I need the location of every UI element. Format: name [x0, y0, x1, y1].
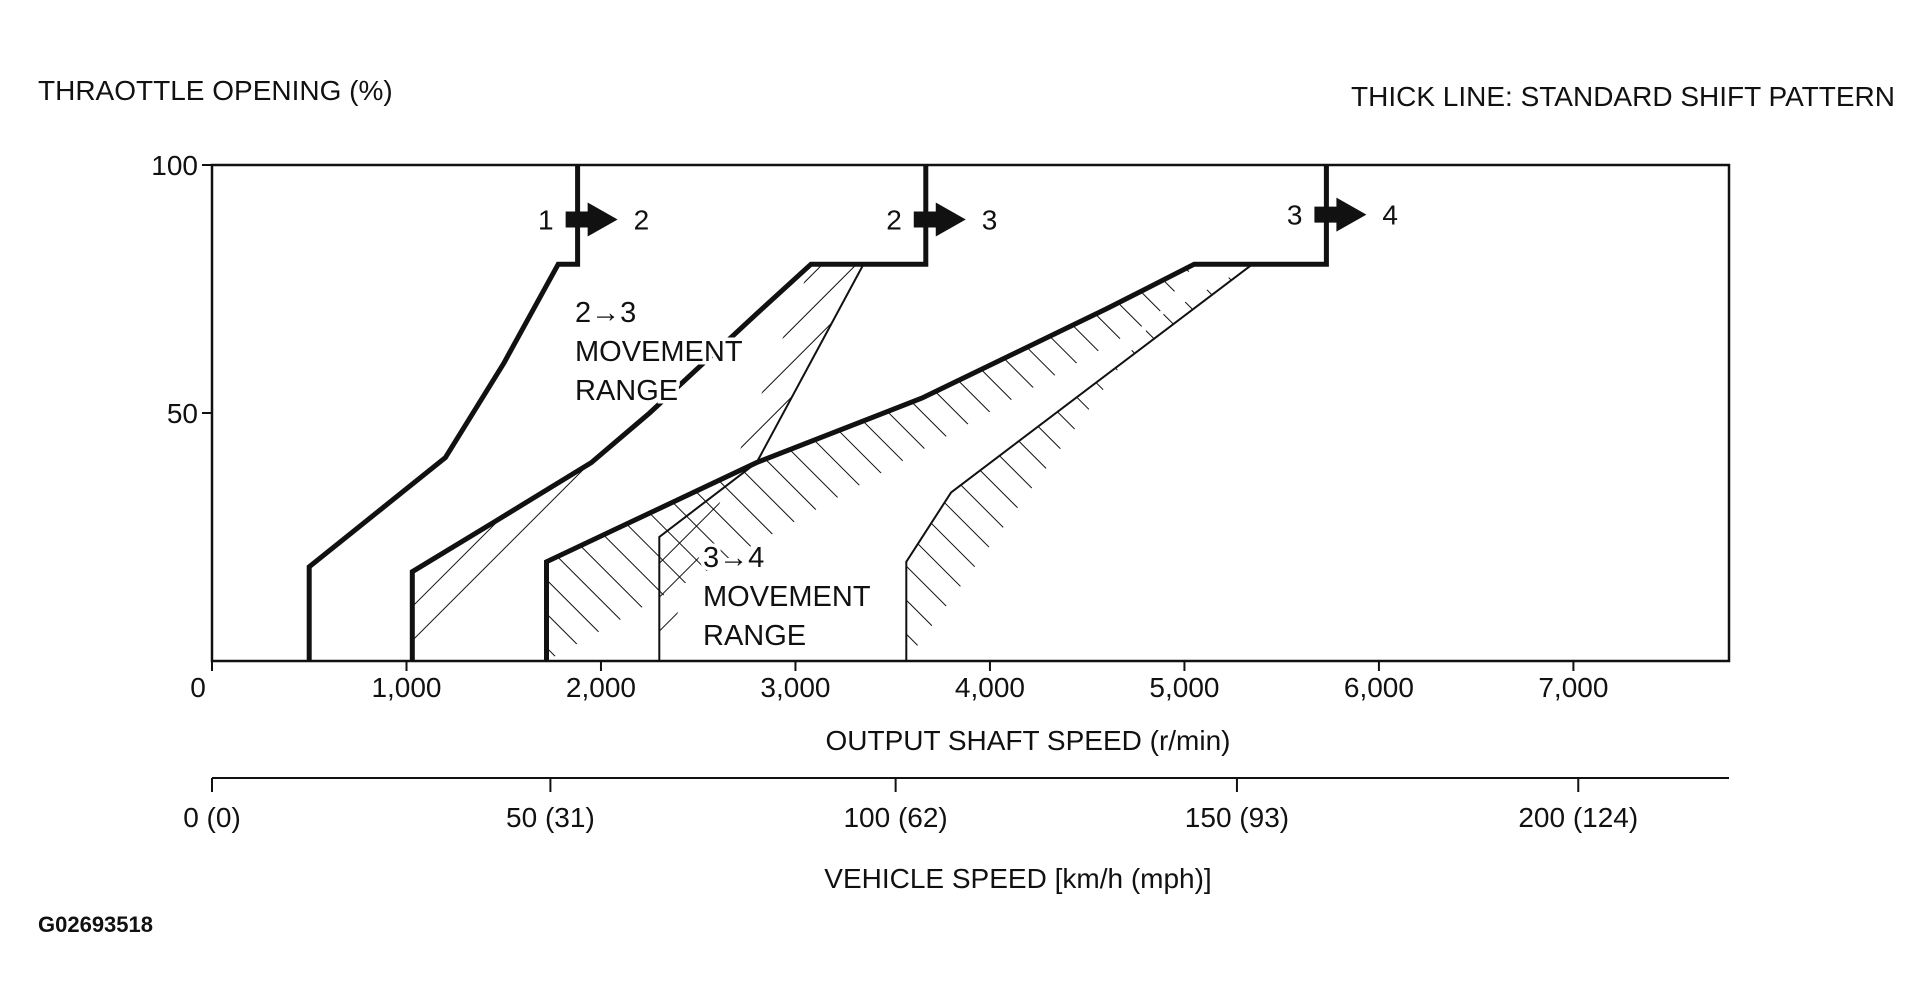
arrow-right-icon: [565, 202, 618, 237]
shift-line-2: [409, 165, 929, 661]
arrow-right-icon: [913, 202, 966, 237]
y-tick-label: 50: [167, 398, 198, 429]
shift-to-label: 2: [634, 205, 650, 236]
x-tick-label: 5,000: [1149, 672, 1219, 703]
shift-line-3: [544, 165, 1329, 661]
x2-tick-label: 200 (124): [1518, 802, 1638, 833]
shift-from-label: 1: [538, 205, 554, 236]
movement-range-area-2: [546, 264, 1253, 661]
shift-line-1: [306, 165, 581, 661]
x-tick-label: 4,000: [955, 672, 1025, 703]
movement-range-boundary-2: [905, 263, 1254, 661]
x-tick-label: 0: [190, 672, 206, 703]
x-tick-label: 6,000: [1344, 672, 1414, 703]
x-axis-label: OUTPUT SHAFT SPEED (r/min): [825, 725, 1230, 756]
legend-note: THICK LINE: STANDARD SHIFT PATTERN: [1351, 81, 1895, 112]
arrow-right-icon: [1314, 197, 1367, 232]
shift-to-label: 3: [982, 205, 998, 236]
shift-from-label: 2: [886, 205, 902, 236]
y-tick-label: 100: [151, 150, 198, 181]
x-tick-label: 2,000: [566, 672, 636, 703]
x2-axis-label: VEHICLE SPEED [km/h (mph)]: [824, 863, 1211, 894]
shift-from-label: 3: [1287, 200, 1303, 231]
movement-range-label-1: 2→3 MOVEMENT RANGE: [575, 297, 743, 407]
x-tick-label: 1,000: [371, 672, 441, 703]
x-tick-label: 7,000: [1538, 672, 1608, 703]
movement-range-label-2: 3→4 MOVEMENT RANGE: [703, 542, 871, 652]
shift-to-label: 4: [1382, 200, 1398, 231]
y-axis-label: THRAOTTLE OPENING (%): [38, 75, 393, 106]
movement-range-area-1: [412, 264, 864, 661]
figure-code: G02693518: [38, 912, 153, 937]
x2-tick-label: 0 (0): [183, 802, 241, 833]
x-tick-label: 3,000: [760, 672, 830, 703]
x2-tick-label: 100 (62): [843, 802, 947, 833]
x2-tick-label: 50 (31): [506, 802, 595, 833]
x2-tick-label: 150 (93): [1185, 802, 1289, 833]
